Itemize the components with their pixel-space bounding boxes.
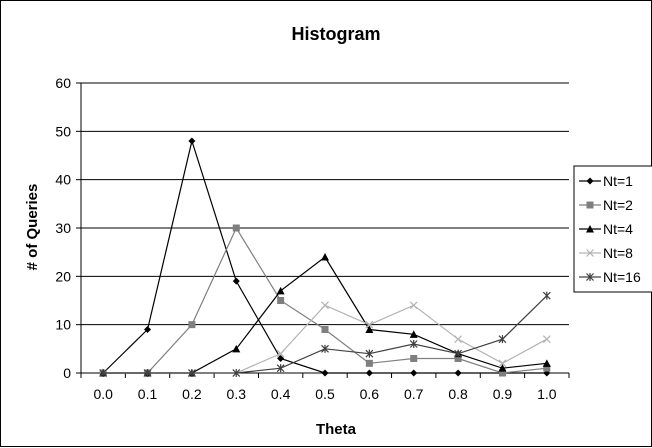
data-point <box>409 340 418 348</box>
gridlines <box>81 82 569 326</box>
legend-item: Nt=2 <box>579 197 633 213</box>
x-axis-label: Theta <box>316 421 357 438</box>
x-tick-label: 0.8 <box>448 386 468 402</box>
data-point <box>365 325 374 333</box>
legend-label: Nt=2 <box>603 197 633 213</box>
y-tick-label: 0 <box>63 365 71 381</box>
legend-marker <box>586 249 594 257</box>
legend-item: Nt=1 <box>579 173 633 189</box>
data-point <box>410 355 418 362</box>
data-point <box>232 344 241 353</box>
legend-label: Nt=16 <box>603 269 641 285</box>
legend-marker <box>586 177 594 185</box>
legend-label: Nt=8 <box>603 245 633 261</box>
data-point <box>410 369 418 377</box>
data-point <box>232 224 240 232</box>
data-point <box>276 286 285 295</box>
data-point <box>321 301 329 310</box>
data-point <box>542 359 551 367</box>
data-point <box>277 355 285 362</box>
legend-item: Nt=8 <box>579 245 633 261</box>
chart-title: Histogram <box>291 24 380 44</box>
data-point <box>454 355 462 362</box>
y-tick-label: 50 <box>55 123 71 139</box>
legend-marker <box>586 201 594 209</box>
data-point <box>276 364 285 373</box>
data-point <box>321 369 329 377</box>
series-4 <box>99 301 551 377</box>
data-point <box>365 359 373 367</box>
data-point <box>187 369 196 377</box>
data-point <box>277 297 285 304</box>
data-point <box>543 364 551 372</box>
legend-marker <box>586 273 594 281</box>
data-point <box>498 359 507 368</box>
data-point <box>276 349 285 358</box>
x-tick-label: 0.1 <box>138 386 158 402</box>
legend-item: Nt=4 <box>579 221 633 237</box>
x-tick-label: 0.7 <box>404 386 424 402</box>
data-point <box>321 326 329 333</box>
x-tick-label: 0.9 <box>493 386 513 402</box>
data-point <box>454 335 463 344</box>
series-3 <box>99 253 551 377</box>
x-tick-label: 0.5 <box>315 386 335 402</box>
x-tick-label: 0.0 <box>93 386 113 402</box>
x-tick-label: 1.0 <box>537 386 557 402</box>
data-point <box>498 369 506 377</box>
series-line <box>103 256 547 374</box>
data-point <box>321 344 329 353</box>
series-line <box>103 304 548 374</box>
data-point <box>321 253 329 261</box>
data-point <box>498 364 507 372</box>
y-tick-label: 40 <box>55 172 71 188</box>
y-axis-label: # of Queries <box>24 184 41 271</box>
data-point <box>542 335 551 344</box>
data-point <box>409 301 418 310</box>
data-point <box>144 326 152 333</box>
data-point <box>498 335 507 344</box>
data-point <box>188 137 196 145</box>
axes: 0 10 20 30 40 50 60 0.0 0.1 0.2 0.3 0.4 0.5 0.6 0.7 0.8… <box>55 75 570 402</box>
data-point <box>365 369 373 377</box>
y-tick-label: 60 <box>55 75 71 91</box>
data-point <box>188 321 196 329</box>
legend-label: Nt=1 <box>603 173 633 189</box>
data-point <box>454 349 463 358</box>
y-tick-label: 20 <box>55 268 71 284</box>
x-tick-label: 0.3 <box>227 386 247 402</box>
y-tick-label: 30 <box>55 220 71 236</box>
y-tick-label: 10 <box>55 317 71 333</box>
series <box>99 137 551 377</box>
data-point <box>232 277 240 285</box>
data-point <box>232 369 241 377</box>
series-5 <box>99 291 551 377</box>
data-point <box>365 320 374 329</box>
legend-label: Nt=4 <box>603 221 633 237</box>
data-point <box>542 291 551 300</box>
legend-marker <box>586 225 594 233</box>
x-tick-label: 0.2 <box>182 386 202 402</box>
legend-item: Nt=16 <box>579 269 641 285</box>
x-tick-label: 0.6 <box>360 386 380 402</box>
x-tick-label: 0.4 <box>271 386 291 402</box>
data-point <box>365 349 374 358</box>
data-point <box>99 369 108 377</box>
data-point <box>143 369 152 377</box>
data-point <box>454 369 462 377</box>
legend: Nt=1 Nt=2 Nt=4 Nt=8 Nt=16 <box>573 165 652 293</box>
data-point <box>409 330 418 338</box>
